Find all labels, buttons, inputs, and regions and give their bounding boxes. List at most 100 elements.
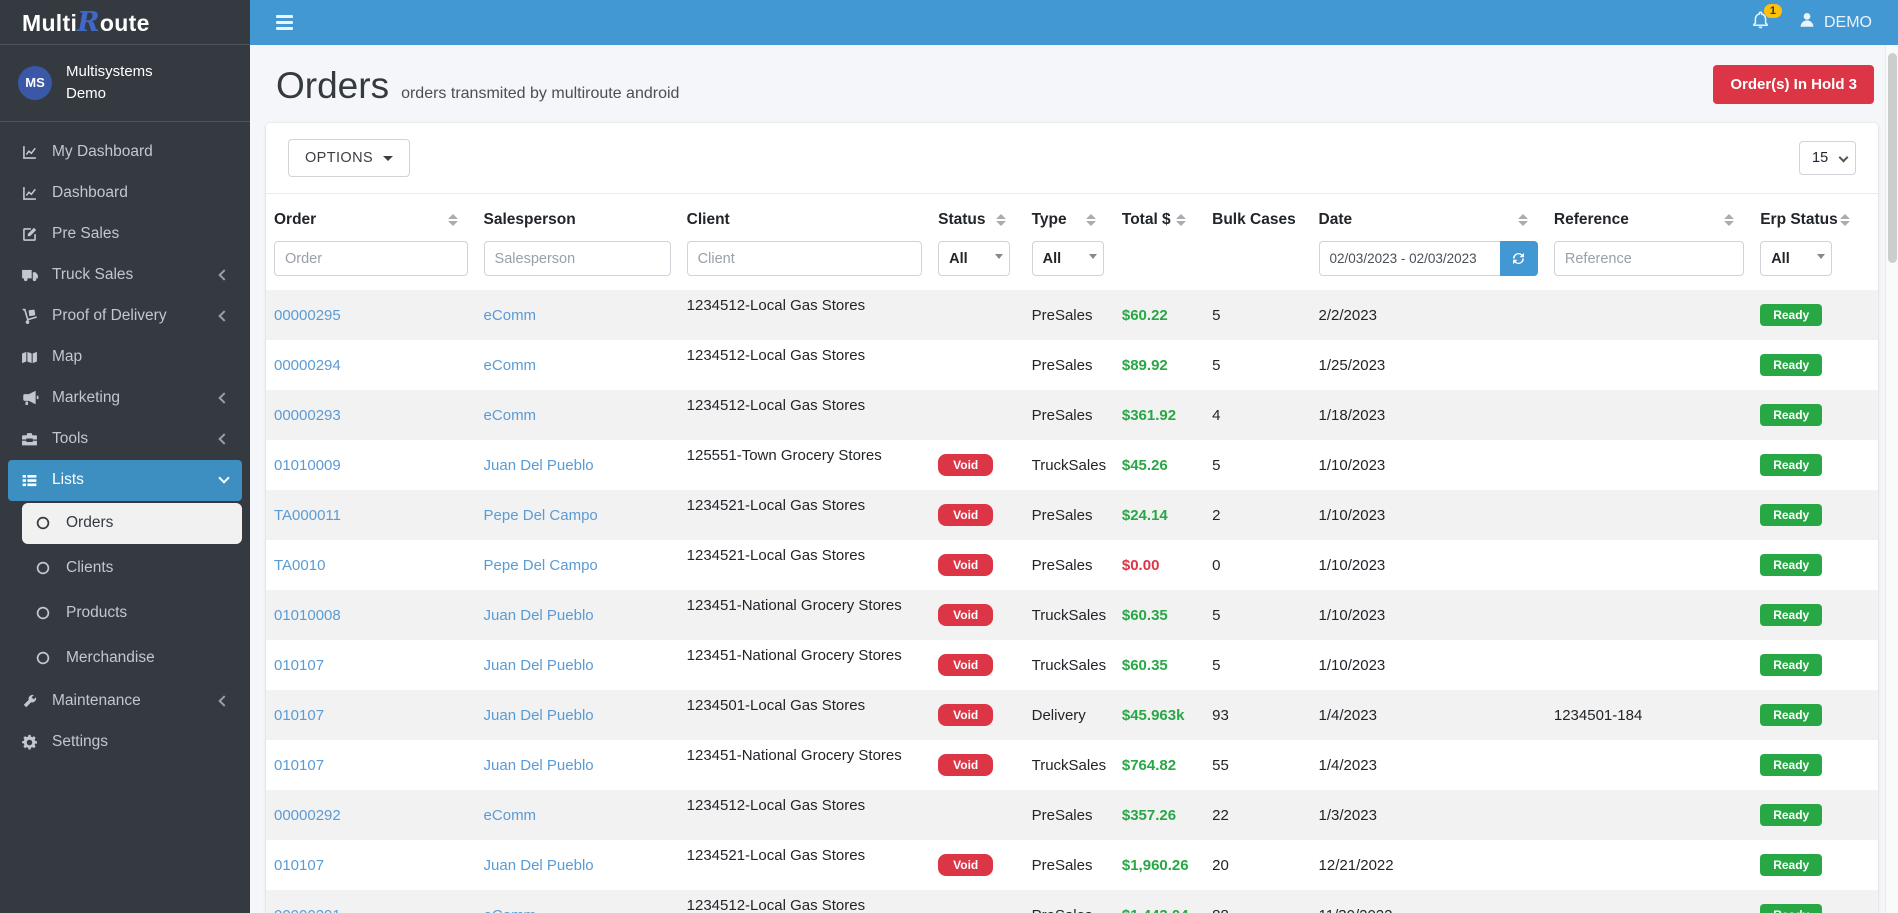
order-link[interactable]: TA0010	[274, 557, 325, 574]
type-cell: PreSales	[1024, 790, 1114, 840]
scrollbar-thumb[interactable]	[1888, 53, 1897, 263]
order-filter-input[interactable]	[274, 241, 468, 276]
salesperson-link[interactable]: eComm	[484, 307, 537, 324]
sidebar-item-orders[interactable]: Orders	[22, 503, 242, 544]
user-panel[interactable]: MS Multisystems Demo	[0, 45, 250, 122]
sidebar-item-my-dashboard[interactable]: My Dashboard	[8, 132, 242, 173]
sidebar-item-merchandise[interactable]: Merchandise	[22, 638, 242, 679]
date-cell: 1/10/2023	[1311, 640, 1546, 690]
order-link[interactable]: 00000294	[274, 357, 341, 374]
sort-icon[interactable]	[996, 214, 1006, 226]
sidebar-item-label: Tools	[52, 430, 220, 448]
order-link[interactable]: 010107	[274, 857, 324, 874]
sidebar-item-map[interactable]: Map	[8, 337, 242, 378]
column-header-status[interactable]: Status	[930, 194, 1023, 239]
salesperson-link[interactable]: Juan Del Pueblo	[484, 657, 594, 674]
total-cell: $45.963k	[1114, 690, 1204, 740]
salesperson-link[interactable]: Juan Del Pueblo	[484, 707, 594, 724]
reference-cell	[1546, 440, 1752, 490]
type-filter-select[interactable]: All	[1032, 241, 1104, 276]
sidebar-item-pre-sales[interactable]: Pre Sales	[8, 214, 242, 255]
client-cell: 125551-Town Grocery Stores	[679, 440, 930, 490]
salesperson-link[interactable]: Pepe Del Campo	[484, 507, 598, 524]
erp-status-badge: Ready	[1760, 304, 1822, 326]
sidebar-item-dashboard[interactable]: Dashboard	[8, 173, 242, 214]
void-status-badge: Void	[938, 654, 993, 676]
column-header-date[interactable]: Date	[1311, 194, 1546, 239]
status-filter-select[interactable]: All	[938, 241, 1010, 276]
date-cell: 12/21/2022	[1311, 840, 1546, 890]
column-header-type[interactable]: Type	[1024, 194, 1114, 239]
erp-status-badge: Ready	[1760, 354, 1822, 376]
sidebar-item-lists[interactable]: Lists	[8, 460, 242, 501]
order-link[interactable]: 010107	[274, 657, 324, 674]
sidebar-item-clients[interactable]: Clients	[22, 548, 242, 589]
salesperson-link[interactable]: eComm	[484, 907, 537, 913]
date-cell: 1/4/2023	[1311, 690, 1546, 740]
column-header-reference[interactable]: Reference	[1546, 194, 1752, 239]
salesperson-link[interactable]: Juan Del Pueblo	[484, 857, 594, 874]
sidebar-item-label: Maintenance	[52, 692, 220, 710]
sort-icon[interactable]	[1176, 214, 1186, 226]
total-cell: $0.00	[1114, 540, 1204, 590]
orders-in-hold-button[interactable]: Order(s) In Hold 3	[1713, 65, 1874, 104]
brand-logo-text: MultiRoute	[22, 7, 150, 38]
chevron-left-icon	[218, 433, 229, 444]
brand-logo[interactable]: MultiRoute	[0, 0, 250, 45]
salesperson-filter-input[interactable]	[484, 241, 671, 276]
orders-table: Order Salesperson Client Status Type Tot…	[266, 194, 1878, 913]
reference-filter-input[interactable]	[1554, 241, 1744, 276]
order-link[interactable]: 00000293	[274, 407, 341, 424]
sidebar-item-tools[interactable]: Tools	[8, 419, 242, 460]
sidebar-item-truck-sales[interactable]: Truck Sales	[8, 255, 242, 296]
sort-icon[interactable]	[1724, 214, 1734, 226]
order-link[interactable]: 01010008	[274, 607, 341, 624]
salesperson-link[interactable]: eComm	[484, 407, 537, 424]
column-header-order[interactable]: Order	[266, 194, 476, 239]
app-window: MultiRoute MS Multisystems Demo My Dashb…	[0, 0, 1898, 913]
salesperson-link[interactable]: Juan Del Pueblo	[484, 607, 594, 624]
column-header-erp-status[interactable]: Erp Status	[1752, 194, 1878, 239]
salesperson-link[interactable]: eComm	[484, 807, 537, 824]
hamburger-menu-icon[interactable]	[276, 15, 293, 30]
sidebar-item-marketing[interactable]: Marketing	[8, 378, 242, 419]
sort-icon[interactable]	[1840, 214, 1850, 226]
salesperson-link[interactable]: Juan Del Pueblo	[484, 757, 594, 774]
client-filter-input[interactable]	[687, 241, 922, 276]
total-cell: $45.26	[1114, 440, 1204, 490]
column-header-total[interactable]: Total $	[1114, 194, 1204, 239]
user-menu-button[interactable]: DEMO	[1798, 11, 1872, 34]
date-cell: 1/10/2023	[1311, 540, 1546, 590]
sort-icon[interactable]	[1518, 214, 1528, 226]
sort-icon[interactable]	[1086, 214, 1096, 226]
order-link[interactable]: 00000292	[274, 807, 341, 824]
notifications-button[interactable]: 1	[1751, 11, 1770, 35]
void-status-badge: Void	[938, 604, 993, 626]
total-cell: $60.35	[1114, 640, 1204, 690]
order-link[interactable]: 01010009	[274, 457, 341, 474]
salesperson-link[interactable]: Juan Del Pueblo	[484, 457, 594, 474]
sort-icon[interactable]	[448, 214, 458, 226]
order-link[interactable]: 010107	[274, 757, 324, 774]
page-size-select[interactable]: 15	[1799, 141, 1856, 175]
vertical-scrollbar[interactable]	[1885, 45, 1898, 913]
erp-status-badge: Ready	[1760, 654, 1822, 676]
client-cell: 1234521-Local Gas Stores	[679, 540, 930, 590]
options-button[interactable]: OPTIONS	[288, 139, 410, 177]
erp-status-filter-select[interactable]: All	[1760, 241, 1832, 276]
order-link[interactable]: 010107	[274, 707, 324, 724]
brand-r-glyph: R	[77, 7, 100, 38]
date-range-input[interactable]	[1319, 241, 1500, 276]
sidebar-item-products[interactable]: Products	[22, 593, 242, 634]
order-link[interactable]: 00000295	[274, 307, 341, 324]
map-icon	[17, 349, 42, 366]
sidebar-item-settings[interactable]: Settings	[8, 722, 242, 763]
order-link[interactable]: 00000291	[274, 907, 341, 913]
sidebar-item-maintenance[interactable]: Maintenance	[8, 681, 242, 722]
salesperson-link[interactable]: Pepe Del Campo	[484, 557, 598, 574]
salesperson-link[interactable]: eComm	[484, 357, 537, 374]
table-row: 010107 Juan Del Pueblo 123451-National G…	[266, 740, 1878, 790]
refresh-date-button[interactable]	[1500, 241, 1538, 276]
sidebar-item-proof-of-delivery[interactable]: Proof of Delivery	[8, 296, 242, 337]
order-link[interactable]: TA000011	[274, 507, 341, 524]
